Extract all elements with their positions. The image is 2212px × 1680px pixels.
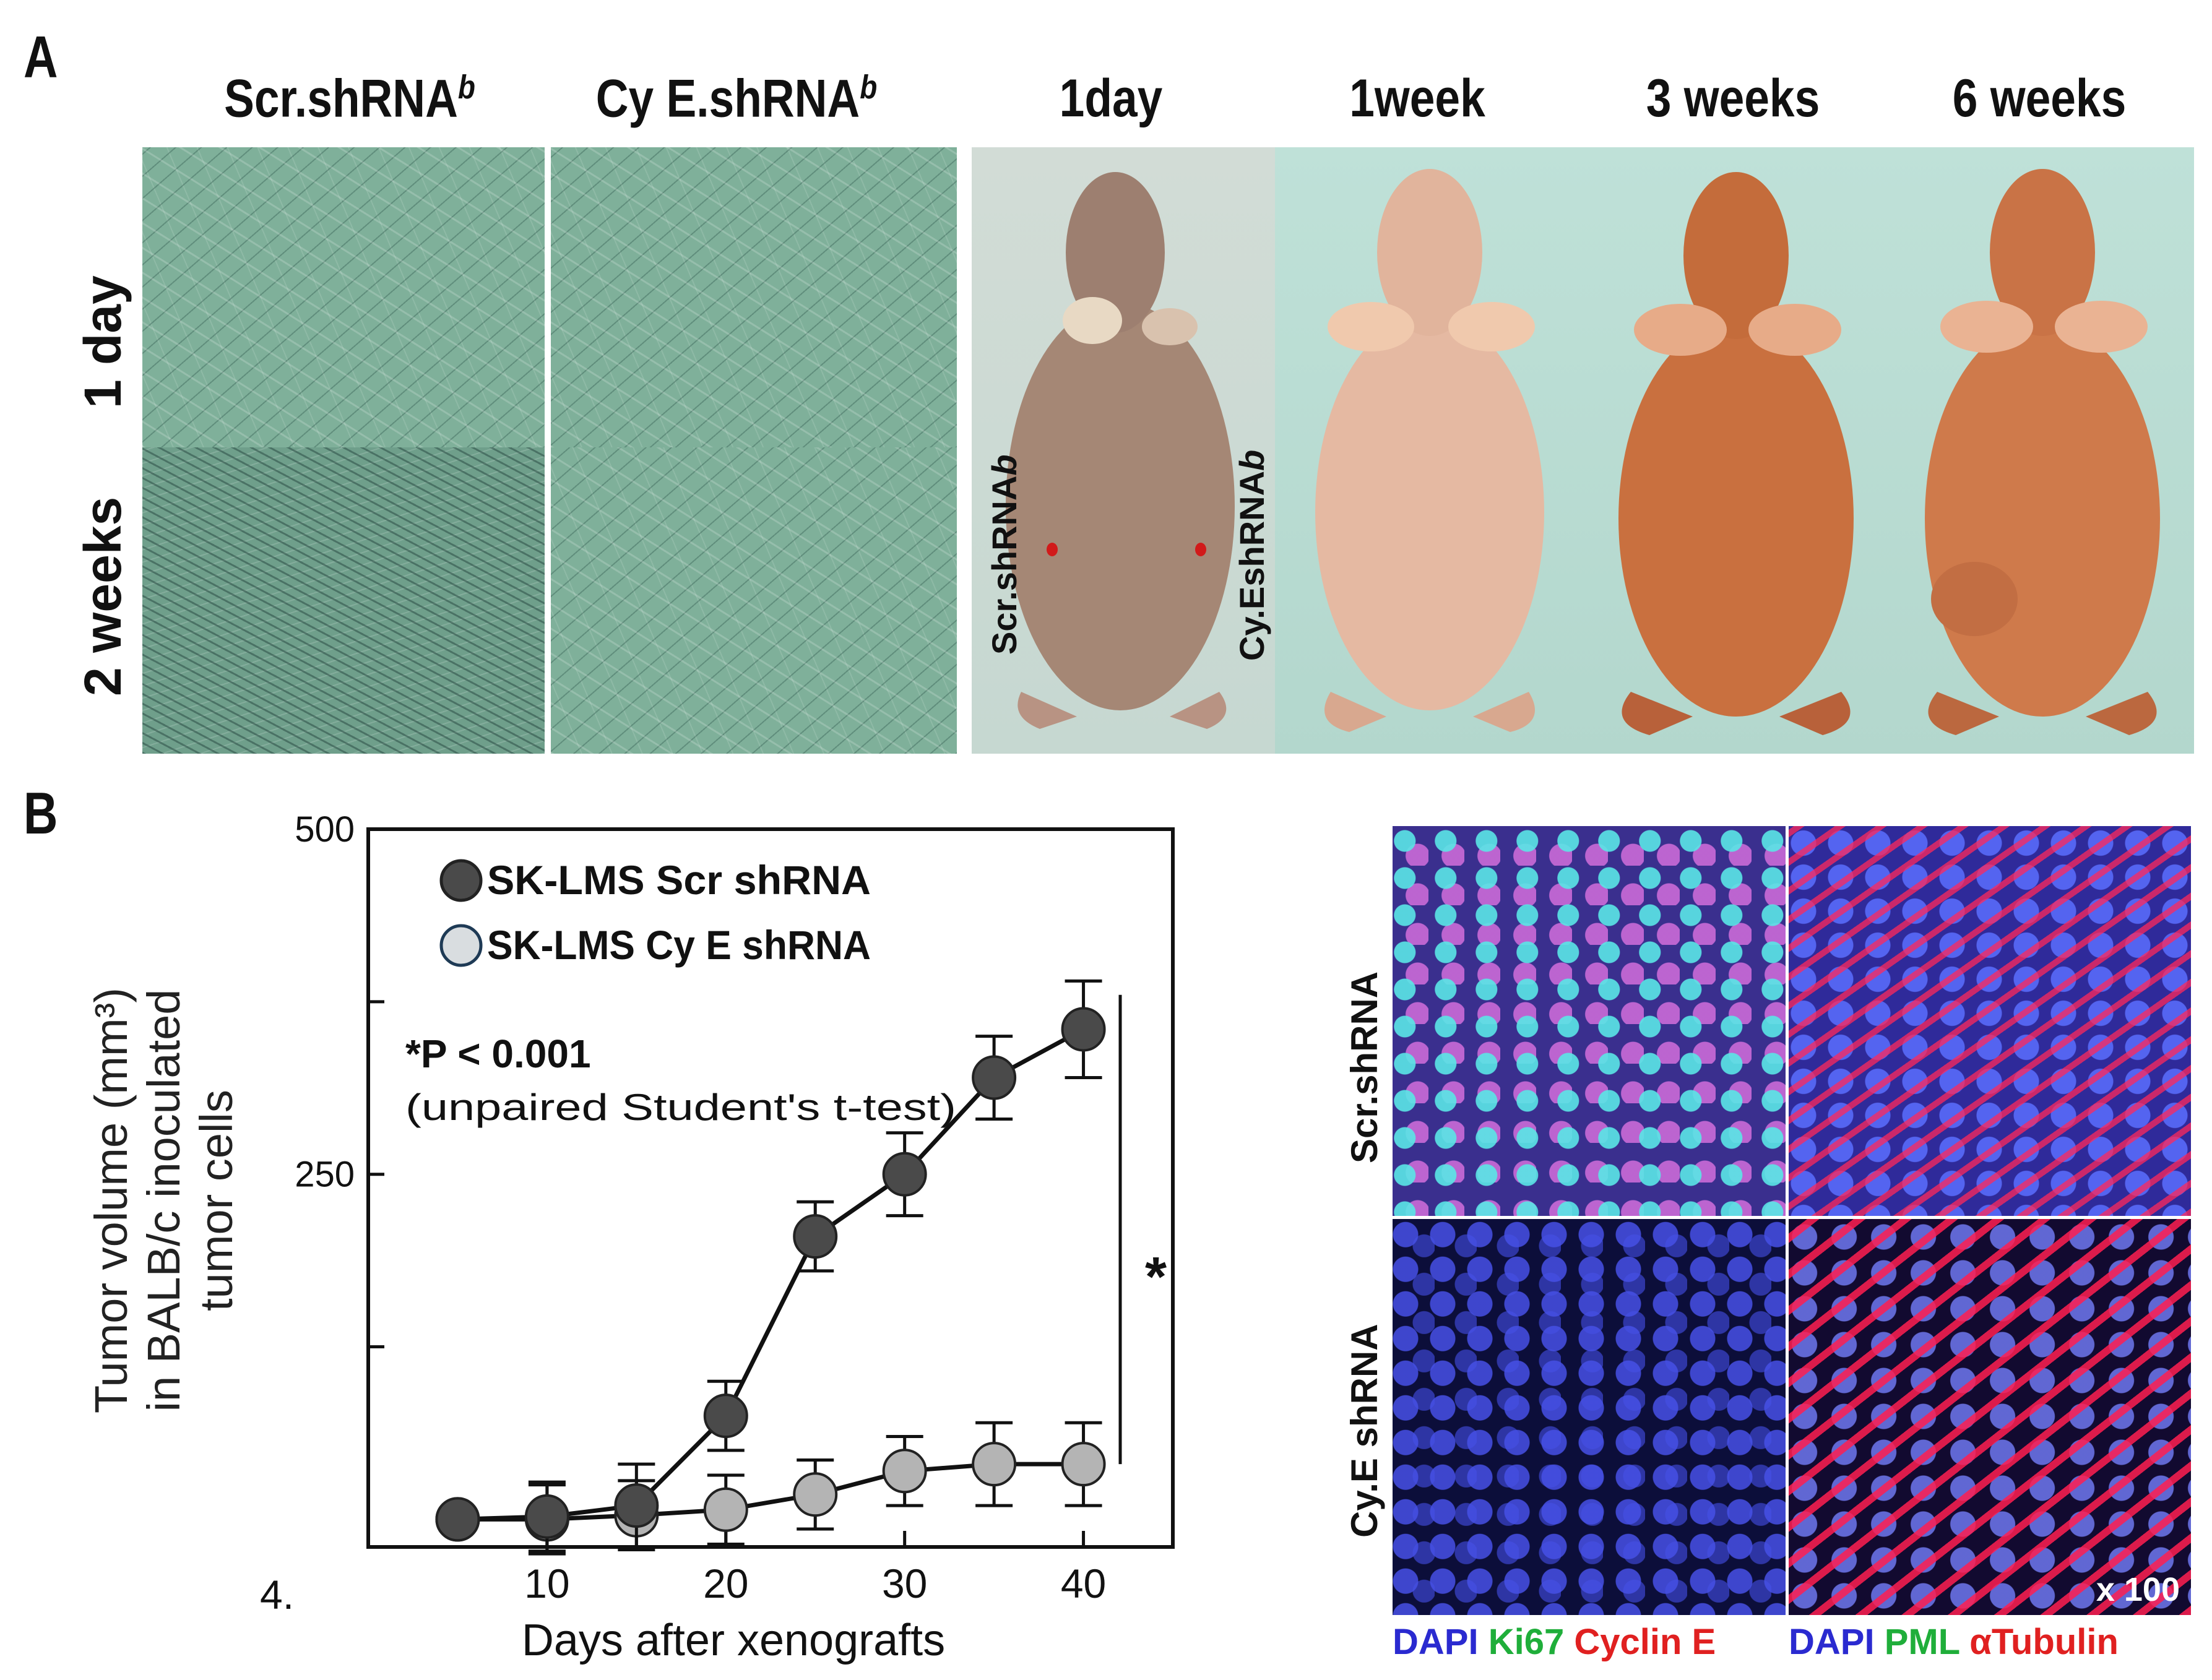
- micrograph-cye-2weeks: [551, 447, 957, 754]
- fluor-cye-ki67-cycline: [1393, 1219, 1786, 1615]
- point-0-5: [882, 1152, 927, 1197]
- y-tick-label-500: 500: [295, 809, 355, 850]
- y-axis-label-line-3: tumor cells: [191, 1090, 242, 1311]
- micrograph-scr-2weeks: [142, 447, 545, 754]
- mouse-side-label-scr: Scr.shRNAb: [985, 454, 1024, 655]
- point-0-0: [435, 1497, 480, 1542]
- legend-label-1: SK-LMS Cy E shRNA: [487, 922, 871, 968]
- row-label-1-day: 1 day: [74, 275, 132, 408]
- mouse-side-label-cye: Cy.EshRNAb: [1232, 449, 1271, 661]
- mouse-1day-illustration: [1006, 172, 1235, 729]
- fluor-scr-ki67-cycline: [1393, 826, 1786, 1216]
- point-0-1: [524, 1494, 569, 1539]
- stat-note-line2: (unpaired Student's t-test): [405, 1087, 956, 1128]
- point-0-2: [614, 1483, 659, 1528]
- point-0-4: [793, 1214, 838, 1259]
- panel-a-letter: A: [24, 24, 58, 90]
- mouse-photo-6weeks: [1888, 147, 2194, 754]
- stain-cycline: Cyclin E: [1574, 1622, 1716, 1662]
- plot-corner-label: 4.: [260, 1572, 294, 1618]
- mouse-header-1week: 1week: [1349, 69, 1485, 128]
- point-1-7: [1061, 1442, 1106, 1487]
- fluor-row-label-scr: Scr.shRNA: [1344, 971, 1385, 1163]
- legend-label-0: SK-LMS Scr shRNA: [487, 857, 871, 903]
- x-tick-label-20: 20: [703, 1561, 748, 1606]
- mouse-1week-illustration: [1315, 169, 1544, 732]
- y-axis-label-line-1: Tumor volume (mm³): [85, 988, 137, 1413]
- y-tick-label-250: 250: [295, 1155, 355, 1195]
- stain-tubulin: αTubulin: [1969, 1622, 2119, 1662]
- point-0-3: [703, 1394, 748, 1439]
- mouse-photo-3weeks: [1581, 147, 1888, 754]
- mouse-header-1day: 1day: [1059, 69, 1163, 128]
- row-label-2-weeks: 2 weeks: [74, 496, 132, 696]
- point-0-6: [972, 1055, 1017, 1100]
- mouse-3weeks-illustration: [1618, 172, 1854, 735]
- stain-dapi-2: DAPI: [1789, 1622, 1875, 1662]
- point-0-7: [1061, 1007, 1106, 1052]
- panel-b-letter: B: [24, 780, 58, 846]
- cell-header-cye: Cy E.shRNAb: [595, 69, 878, 129]
- mouse-header-3weeks: 3 weeks: [1646, 69, 1820, 128]
- fluor-row-label-cye: Cy.E shRNA: [1344, 1324, 1385, 1538]
- plot-frame: [366, 827, 1175, 1549]
- micrograph-scr-1day: [142, 147, 545, 447]
- point-1-3: [703, 1487, 748, 1532]
- point-1-4: [793, 1472, 838, 1517]
- tumor-volume-chart: 250 500 10 20 30 40 4. Days after xenografts Tum…: [85, 809, 1175, 1665]
- fluor-cye-pml-tubulin: x 100: [1789, 1219, 2191, 1615]
- point-1-6: [972, 1442, 1017, 1487]
- y-axis-label-line-2: in BALB/c inoculated: [138, 989, 189, 1412]
- stain-pml: PML: [1884, 1622, 1960, 1662]
- stain-ki67: Ki67: [1488, 1622, 1565, 1662]
- x-axis-label: Days after xenografts: [522, 1616, 945, 1665]
- micrograph-cye-1day: [551, 147, 957, 447]
- stain-legend-left: DAPI Ki67 Cyclin E: [1393, 1621, 1716, 1663]
- magnification-label: x 100: [2096, 1571, 2180, 1608]
- stat-note-line1: *P < 0.001: [405, 1032, 591, 1076]
- significance-star: *: [1145, 1246, 1167, 1308]
- x-tick-label-30: 30: [882, 1561, 927, 1606]
- legend-marker-0: [439, 859, 483, 902]
- fluor-scr-pml-tubulin: [1789, 826, 2191, 1216]
- point-1-5: [882, 1449, 927, 1494]
- mouse-6weeks-illustration: [1925, 169, 2160, 735]
- x-tick-label-40: 40: [1061, 1561, 1106, 1606]
- mouse-photo-1week: [1275, 147, 1581, 754]
- mouse-header-6weeks: 6 weeks: [1952, 69, 2127, 128]
- x-tick-label-10: 10: [524, 1561, 569, 1606]
- legend-marker-1: [439, 924, 483, 967]
- stain-dapi: DAPI: [1393, 1622, 1479, 1662]
- mouse-photo-1day: Scr.shRNAb Cy.EshRNAb: [972, 147, 1275, 754]
- stain-legend-right: DAPI PML αTubulin: [1789, 1621, 2119, 1663]
- cell-header-scr: Scr.shRNAb: [224, 69, 475, 129]
